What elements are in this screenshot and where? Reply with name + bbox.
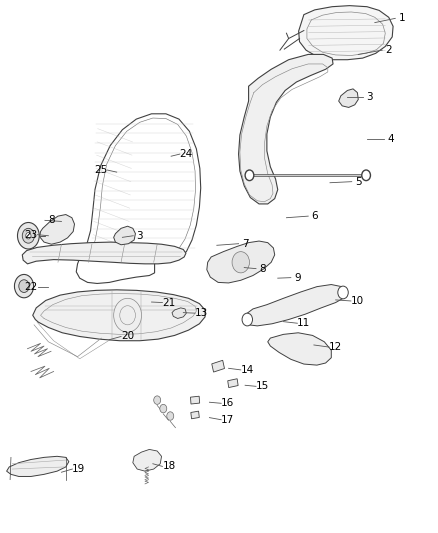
Text: 13: 13 bbox=[195, 308, 208, 318]
Polygon shape bbox=[299, 6, 393, 60]
Polygon shape bbox=[114, 226, 135, 245]
Text: 17: 17 bbox=[221, 415, 234, 425]
FancyBboxPatch shape bbox=[228, 379, 238, 387]
Polygon shape bbox=[268, 333, 331, 365]
Text: 20: 20 bbox=[121, 332, 134, 342]
Text: 23: 23 bbox=[25, 230, 38, 240]
Polygon shape bbox=[239, 54, 333, 204]
Polygon shape bbox=[22, 242, 186, 264]
Text: 10: 10 bbox=[351, 296, 364, 306]
Polygon shape bbox=[207, 241, 275, 283]
Text: 24: 24 bbox=[180, 149, 193, 159]
Circle shape bbox=[167, 412, 174, 420]
Text: 12: 12 bbox=[329, 342, 342, 352]
Circle shape bbox=[362, 170, 371, 181]
Text: 7: 7 bbox=[242, 239, 248, 249]
Text: 1: 1 bbox=[399, 13, 405, 23]
Text: 11: 11 bbox=[297, 318, 311, 328]
Circle shape bbox=[242, 313, 253, 326]
Text: 3: 3 bbox=[137, 231, 143, 241]
Text: 14: 14 bbox=[240, 365, 254, 375]
Circle shape bbox=[14, 274, 34, 298]
Text: 19: 19 bbox=[72, 464, 85, 474]
Circle shape bbox=[245, 170, 254, 181]
Text: 22: 22 bbox=[25, 281, 38, 292]
Polygon shape bbox=[7, 456, 69, 477]
Text: 6: 6 bbox=[311, 211, 318, 221]
Circle shape bbox=[232, 252, 250, 273]
Polygon shape bbox=[245, 285, 345, 326]
Polygon shape bbox=[172, 308, 186, 318]
Text: 25: 25 bbox=[94, 165, 107, 175]
FancyBboxPatch shape bbox=[212, 360, 225, 372]
Text: 4: 4 bbox=[388, 134, 394, 144]
FancyBboxPatch shape bbox=[191, 396, 200, 404]
Text: 8: 8 bbox=[259, 264, 266, 273]
Text: 16: 16 bbox=[221, 398, 234, 408]
Circle shape bbox=[154, 396, 161, 405]
Circle shape bbox=[18, 222, 39, 249]
Polygon shape bbox=[33, 290, 205, 341]
Polygon shape bbox=[133, 449, 162, 471]
Circle shape bbox=[160, 405, 167, 413]
FancyBboxPatch shape bbox=[191, 411, 199, 419]
Text: 8: 8 bbox=[48, 215, 55, 225]
Text: 5: 5 bbox=[355, 176, 362, 187]
Polygon shape bbox=[40, 215, 74, 244]
Text: 21: 21 bbox=[162, 297, 176, 308]
Text: 2: 2 bbox=[385, 45, 392, 55]
Circle shape bbox=[26, 232, 31, 239]
Circle shape bbox=[19, 280, 29, 293]
Text: 15: 15 bbox=[256, 381, 269, 391]
Text: 18: 18 bbox=[162, 462, 176, 471]
Circle shape bbox=[114, 298, 141, 332]
Text: 9: 9 bbox=[294, 273, 300, 282]
Circle shape bbox=[338, 286, 348, 299]
Circle shape bbox=[22, 228, 35, 243]
Text: 3: 3 bbox=[366, 92, 372, 102]
Polygon shape bbox=[339, 89, 358, 108]
